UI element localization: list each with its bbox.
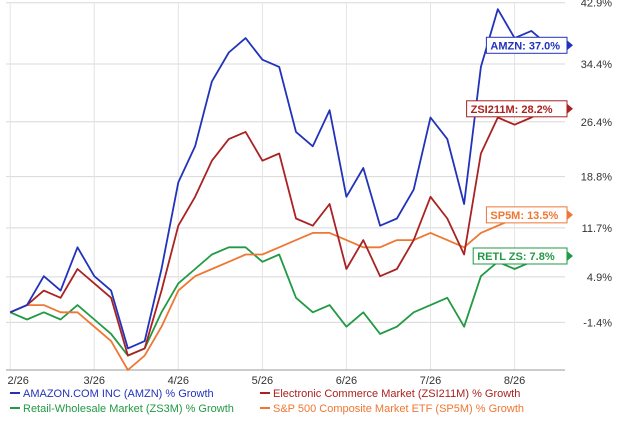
end-value-pointer bbox=[567, 40, 573, 51]
x-tick-label: 5/26 bbox=[252, 375, 273, 387]
x-tick-label: 7/26 bbox=[420, 375, 441, 387]
series-line bbox=[9, 108, 549, 357]
x-tick-label: 4/26 bbox=[168, 375, 189, 387]
x-tick-label: 2/26 bbox=[7, 375, 28, 387]
series-lines bbox=[9, 8, 549, 371]
x-tick-label: 6/26 bbox=[336, 375, 357, 387]
end-value-label: RETL ZS: 7.8% bbox=[477, 251, 555, 263]
grid bbox=[6, 2, 565, 371]
legend-entry: Retail-Wholesale Market (ZS3M) % Growth bbox=[23, 403, 234, 415]
legend: AMAZON.COM INC (AMZN) % Growth Electronic… bbox=[10, 388, 524, 415]
x-axis-ticks: 2/26 3/26 4/26 5/26 6/26 7/26 8/26 bbox=[7, 375, 525, 387]
y-tick-label: 11.7% bbox=[582, 223, 613, 235]
y-tick-label: 34.4% bbox=[581, 59, 612, 71]
legend-entry: AMAZON.COM INC (AMZN) % Growth bbox=[23, 388, 214, 400]
end-value-pointer bbox=[567, 209, 573, 220]
y-tick-label: 4.9% bbox=[587, 272, 612, 284]
y-tick-label: -1.4% bbox=[583, 317, 612, 329]
end-value-labels: AMZN: 37.0% ZSI211M: 28.2% RETL ZS: 7.8% SP… bbox=[466, 36, 573, 265]
y-tick-label: 26.4% bbox=[581, 117, 612, 129]
legend-entry: S&P 500 Composite Market ETF (SP5M) % Gr… bbox=[273, 403, 524, 415]
x-tick-label: 8/26 bbox=[504, 375, 525, 387]
legend-entry: Electronic Commerce Market (ZSI211M) % G… bbox=[273, 388, 520, 400]
end-value-label: AMZN: 37.0% bbox=[490, 40, 560, 52]
series-line bbox=[9, 246, 549, 357]
series-line bbox=[9, 8, 549, 350]
y-axis-ticks: 42.9% 34.4% 26.4% 18.8% 11.7% 4.9% -1.4% bbox=[581, 0, 612, 329]
x-tick-label: 3/26 bbox=[84, 375, 105, 387]
y-tick-label: 18.8% bbox=[581, 172, 612, 184]
end-value-pointer bbox=[567, 103, 573, 114]
y-tick-label: 42.9% bbox=[581, 0, 612, 10]
end-value-pointer bbox=[567, 250, 573, 261]
end-value-label: ZSI211M: 28.2% bbox=[471, 104, 553, 116]
series-line bbox=[9, 214, 549, 371]
end-value-label: SP5M: 13.5% bbox=[490, 210, 558, 222]
